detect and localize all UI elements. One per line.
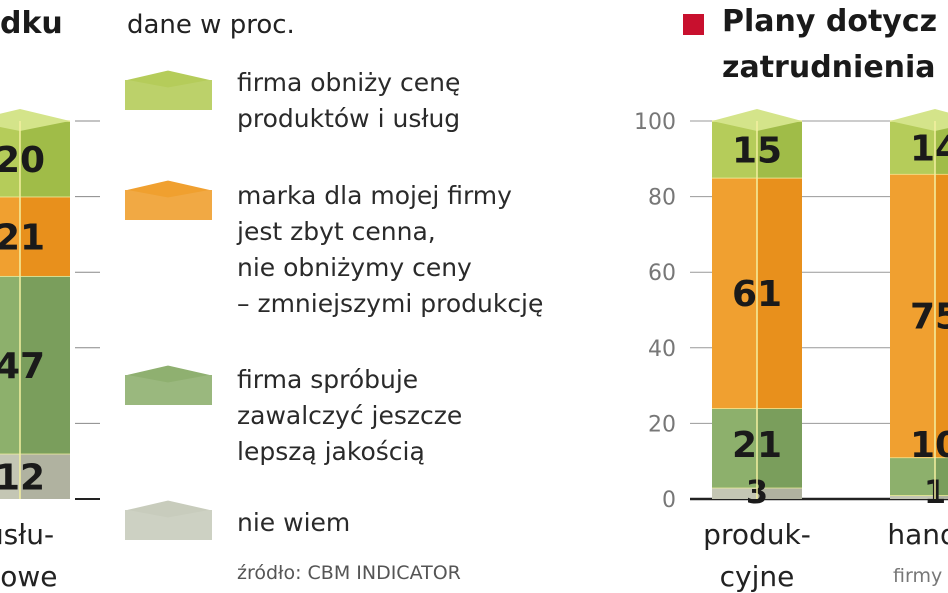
x-axis-label: firmy bbox=[893, 565, 943, 587]
title-marker-icon bbox=[683, 14, 704, 35]
bar-segment bbox=[890, 495, 935, 499]
bar-segment-side bbox=[757, 487, 802, 499]
legend-label-line: zawalczyć jeszcze bbox=[237, 401, 463, 430]
bar-segment-side bbox=[757, 177, 802, 409]
legend-label-line: nie obniżymy ceny bbox=[237, 253, 472, 282]
bar-segment-side bbox=[935, 495, 948, 499]
legend-label-line: nie wiem bbox=[237, 508, 351, 537]
bar-segment bbox=[890, 457, 935, 496]
data-label: 14 bbox=[910, 128, 948, 169]
category-label: cyjne bbox=[720, 560, 795, 593]
data-label: 12 bbox=[0, 457, 45, 498]
bar-segment-side bbox=[935, 457, 948, 496]
bar-segment-side bbox=[20, 453, 70, 499]
legend-swatch bbox=[125, 80, 212, 110]
bar-segment bbox=[0, 196, 20, 276]
data-label: 47 bbox=[0, 346, 45, 387]
bar-segment-side bbox=[20, 121, 70, 197]
legend-item: firma obniży cenę produktów i usług bbox=[237, 65, 460, 137]
legend-item: nie wiem bbox=[237, 505, 350, 541]
data-label: 75 bbox=[910, 297, 948, 338]
legend-label-line: produktów i usług bbox=[237, 104, 461, 133]
left-chart-title: dku bbox=[0, 6, 63, 41]
right-chart-title: Plany dotycz bbox=[722, 4, 938, 39]
bar-segment-side bbox=[20, 196, 70, 276]
legend-swatch bbox=[125, 510, 212, 540]
legend-label-line: jest zbyt cenna, bbox=[237, 217, 436, 246]
bar-segment bbox=[0, 121, 20, 197]
y-tick-label: 20 bbox=[648, 412, 676, 437]
legend-label-line: firma obniży cenę bbox=[237, 68, 461, 97]
y-tick-label: 40 bbox=[648, 337, 676, 362]
category-label: handlo bbox=[887, 518, 948, 551]
bar-segment bbox=[0, 453, 20, 499]
legend-label-line: lepszą jakością bbox=[237, 437, 425, 466]
bar-segment-side bbox=[757, 121, 802, 178]
legend-swatch bbox=[125, 375, 212, 405]
bar-segment bbox=[712, 408, 757, 488]
y-tick-label: 80 bbox=[648, 186, 676, 211]
data-label: 10 bbox=[910, 425, 948, 466]
bar-segment bbox=[890, 121, 935, 174]
legend-label-line: – zmniejszymi produkcję bbox=[237, 289, 544, 318]
legend-label-line: marka dla mojej firmy bbox=[237, 181, 512, 210]
bar-top-face bbox=[712, 109, 802, 131]
bar-segment bbox=[0, 275, 20, 454]
bar-segment bbox=[890, 173, 935, 458]
legend-swatch bbox=[125, 190, 212, 220]
bar-segment bbox=[712, 121, 757, 178]
legend-item: marka dla mojej firmy jest zbyt cenna, nie… bbox=[237, 178, 543, 322]
legend-item: firma spróbuje zawalczyć jeszcze lepszą ja… bbox=[237, 362, 462, 470]
bar-segment-side bbox=[20, 275, 70, 454]
bar-segment bbox=[712, 487, 757, 499]
bar-segment-side bbox=[935, 121, 948, 174]
data-label: 20 bbox=[0, 140, 45, 181]
category-label: usłu- bbox=[0, 518, 54, 551]
units-label: dane w proc. bbox=[127, 10, 295, 40]
bar-top-face bbox=[0, 109, 70, 131]
right-chart-title-line2: zatrudnienia bbox=[722, 50, 936, 85]
bar-segment-side bbox=[935, 173, 948, 458]
source-note: źródło: CBM INDICATOR bbox=[237, 562, 461, 584]
y-tick-label: 60 bbox=[648, 261, 676, 286]
y-tick-label: 100 bbox=[634, 110, 676, 135]
legend-label-line: firma spróbuje bbox=[237, 365, 419, 394]
y-tick-label: 0 bbox=[662, 488, 676, 513]
category-label: gowe bbox=[0, 560, 58, 593]
bar-segment-side bbox=[757, 408, 802, 488]
data-label: 21 bbox=[0, 217, 45, 258]
bar-segment bbox=[712, 177, 757, 409]
bar-top-face bbox=[890, 109, 948, 131]
category-label: produk- bbox=[703, 518, 811, 551]
